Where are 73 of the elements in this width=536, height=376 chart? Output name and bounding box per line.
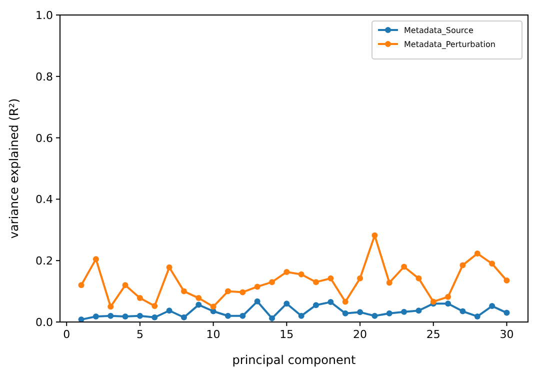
point xyxy=(284,300,290,307)
y-tick-label: 0.6 xyxy=(36,132,53,145)
point xyxy=(386,280,392,286)
y-axis-title: variance explained (R²) xyxy=(7,98,21,239)
point xyxy=(268,315,275,322)
point xyxy=(92,256,99,262)
point xyxy=(474,250,480,257)
point xyxy=(504,278,510,284)
point xyxy=(196,302,202,308)
point xyxy=(268,279,275,286)
y-tick-label: 0.8 xyxy=(36,70,53,84)
x-tick-label: 30 xyxy=(500,328,514,341)
y-tick-label: 0.2 xyxy=(36,254,53,268)
point xyxy=(342,298,348,305)
point xyxy=(386,310,392,316)
point xyxy=(416,275,422,282)
point xyxy=(180,314,187,320)
point xyxy=(313,279,320,286)
point xyxy=(298,271,304,278)
point xyxy=(416,308,422,314)
point xyxy=(166,264,172,270)
point xyxy=(254,284,260,290)
point xyxy=(166,308,172,314)
point xyxy=(92,313,99,320)
legend-label: Metadata_Source xyxy=(404,26,474,35)
point xyxy=(460,262,466,268)
point xyxy=(401,308,408,315)
point xyxy=(254,298,260,304)
x-tick-label: 20 xyxy=(353,328,368,341)
x-tick-label: 15 xyxy=(280,328,294,341)
point xyxy=(342,310,348,316)
point xyxy=(122,313,128,320)
point xyxy=(357,275,364,282)
x-tick-label: 10 xyxy=(206,328,220,341)
y-tick-label: 1.0 xyxy=(36,9,53,22)
y-tick-label: 0.0 xyxy=(36,316,53,329)
y-tick-label: 0.4 xyxy=(36,193,53,206)
point xyxy=(298,312,304,319)
point xyxy=(328,275,334,282)
point xyxy=(122,282,128,288)
point xyxy=(401,264,408,270)
point xyxy=(489,303,496,310)
x-tick-label: 5 xyxy=(136,328,144,341)
point xyxy=(474,313,480,320)
point xyxy=(445,300,452,307)
point xyxy=(224,288,231,294)
point xyxy=(152,314,158,320)
point xyxy=(240,289,246,296)
point xyxy=(240,312,246,319)
point xyxy=(284,268,290,275)
point xyxy=(328,299,334,306)
point xyxy=(372,312,378,319)
point xyxy=(78,282,84,288)
x-tick-label: 0 xyxy=(63,328,70,341)
point xyxy=(136,295,143,302)
point xyxy=(152,303,158,310)
point xyxy=(224,312,231,319)
point xyxy=(210,304,216,310)
point xyxy=(489,260,496,267)
point xyxy=(445,294,452,300)
point xyxy=(136,312,143,319)
point xyxy=(357,309,364,316)
x-tick-label: 25 xyxy=(426,328,440,341)
point xyxy=(460,308,466,314)
point xyxy=(313,302,320,308)
x-axis-title: principal component xyxy=(232,353,356,367)
point xyxy=(180,288,187,294)
point xyxy=(196,295,202,302)
point xyxy=(504,310,510,316)
legend-label: Metadata_Perturbation xyxy=(404,40,496,49)
point xyxy=(108,312,114,319)
point xyxy=(108,304,114,310)
point xyxy=(372,232,378,238)
